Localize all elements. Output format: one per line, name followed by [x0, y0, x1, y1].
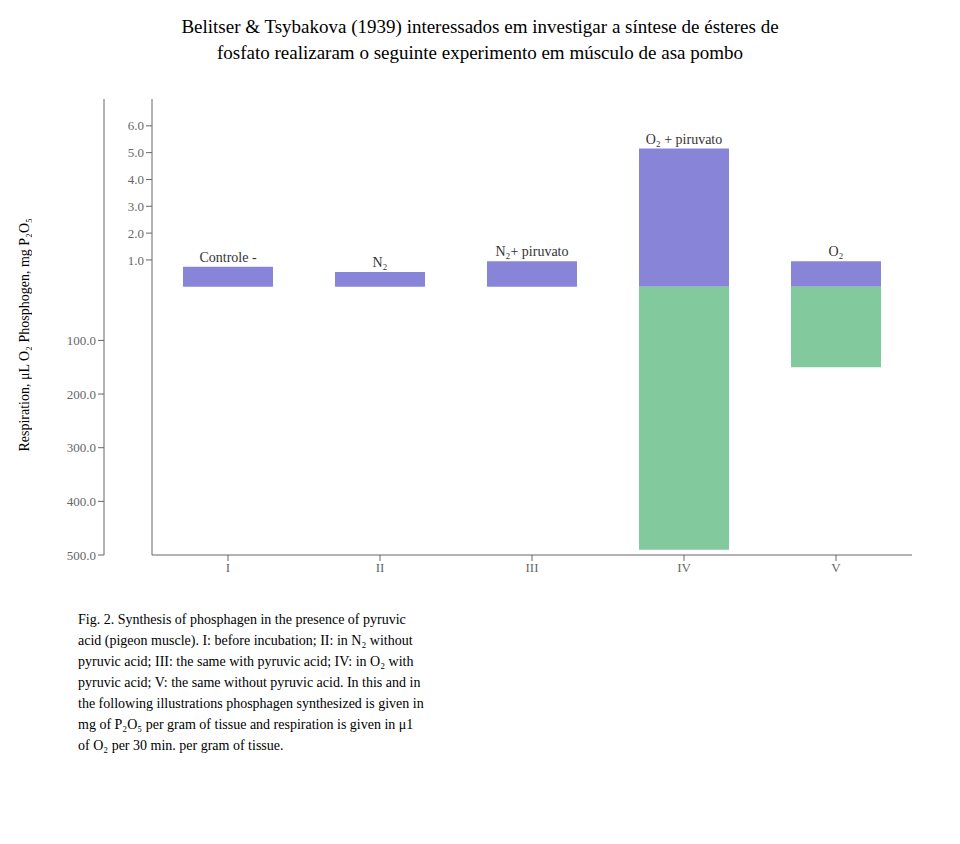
svg-text:5.0: 5.0 [128, 146, 144, 161]
svg-text:3.0: 3.0 [128, 199, 144, 214]
svg-text:O₂ + piruvato: O₂ + piruvato [646, 132, 723, 147]
svg-text:200.0: 200.0 [67, 387, 96, 402]
html-text:the following illustrations ph: the following illustrations phosphagen s… [78, 696, 424, 712]
svg-text:Controle -: Controle - [199, 250, 256, 265]
svg-text:4.0: 4.0 [128, 172, 144, 187]
html-text:pyruvic acid; V: the same with: pyruvic acid; V: the same without pyruvi… [78, 675, 421, 691]
html-text:Fig. 2. Synthesis of phosphage: Fig. 2. Synthesis of phosphagen in the p… [78, 612, 406, 628]
svg-text:300.0: 300.0 [67, 441, 96, 456]
svg-text:400.0: 400.0 [67, 494, 96, 509]
svg-text:N₂+ piruvato: N₂+ piruvato [495, 245, 568, 260]
svg-text:500.0: 500.0 [67, 548, 96, 563]
svg-text:O₂: O₂ [829, 245, 844, 260]
html-text:of O₂ per 30 min. per gram of: of O₂ per 30 min. per gram of tissue. [78, 738, 284, 754]
html-text:Respiration, μL O₂ Phosphogen,: Respiration, μL O₂ Phosphogen, mg P₂O₅ [17, 218, 32, 453]
svg-text:IV: IV [677, 561, 691, 576]
svg-text:2.0: 2.0 [128, 226, 144, 241]
svg-text:100.0: 100.0 [67, 333, 96, 348]
html-text:mg of P₂O₅ per gram of tissue: mg of P₂O₅ per gram of tissue and respir… [78, 717, 414, 733]
svg-text:N₂: N₂ [373, 255, 388, 270]
svg-text:6.0: 6.0 [128, 119, 144, 134]
svg-text:V: V [831, 561, 841, 576]
html-text:Belitser & Tsybakova (1939) in: Belitser & Tsybakova (1939) interessados… [181, 16, 779, 37]
svg-text:1.0: 1.0 [128, 253, 144, 268]
svg-text:III: III [526, 561, 539, 576]
html-text:pyruvic acid; III: the same wi: pyruvic acid; III: the same with pyruvic… [78, 654, 414, 670]
svg-text:I: I [226, 561, 230, 576]
svg-text:II: II [376, 561, 385, 576]
html-text:fosfato realizaram o seguinte: fosfato realizaram o seguinte experiment… [217, 41, 743, 63]
html-text:acid (pigeon muscle). I: befor: acid (pigeon muscle). I: before incubati… [78, 633, 413, 649]
